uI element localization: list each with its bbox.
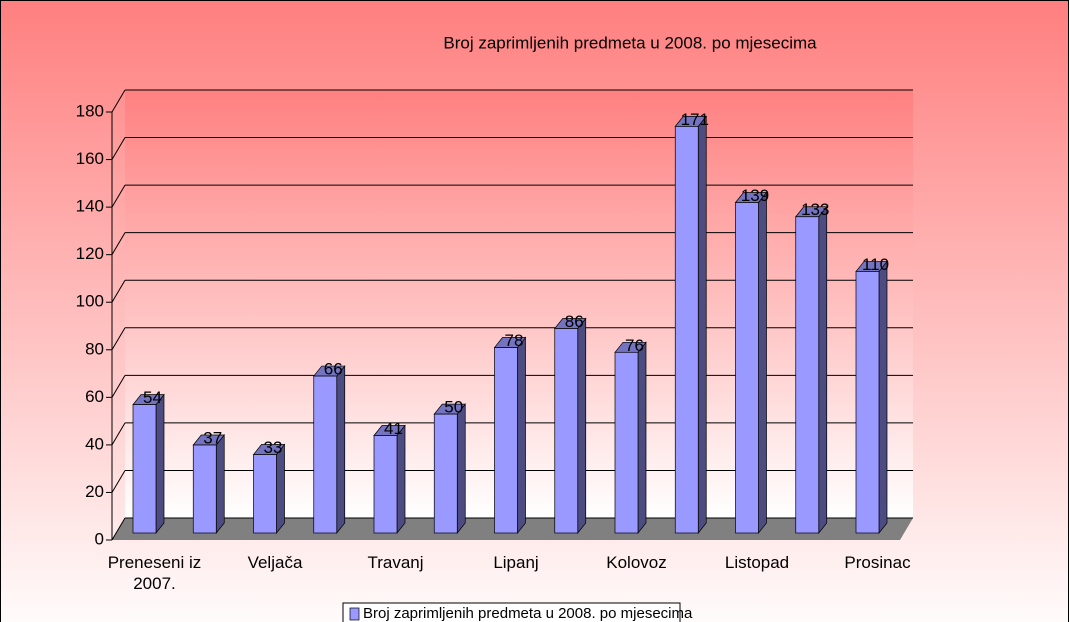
bar: [734, 191, 768, 534]
bar-face: [697, 115, 707, 534]
x-tick-label: Prosinac: [844, 553, 911, 572]
bar-face: [554, 328, 579, 534]
bar-face: [155, 393, 165, 534]
y-tick-label: 180: [76, 101, 104, 120]
bar-face: [818, 205, 828, 534]
legend-label: Broj zaprimljenih predmeta u 2008. po mj…: [363, 605, 693, 622]
bar: [554, 317, 587, 534]
bar-face: [456, 403, 466, 534]
x-tick-label: Travanj: [367, 553, 424, 572]
grid-line: [111, 470, 126, 493]
grid-line: [111, 184, 126, 208]
y-tick-label: 160: [76, 149, 104, 168]
bar-face: [132, 404, 157, 534]
bar-face: [878, 260, 888, 534]
data-label: 110: [862, 255, 889, 274]
bar-face: [637, 341, 647, 534]
bar-face: [494, 347, 518, 534]
bar: [674, 115, 707, 534]
bar-face: [192, 444, 217, 534]
bar-face: [336, 365, 346, 534]
data-label: 37: [203, 429, 222, 448]
data-label: 41: [384, 419, 403, 438]
data-label: 66: [324, 360, 343, 379]
bar-face: [253, 454, 277, 534]
grid-line: [111, 422, 126, 446]
x-tick-label: Listopad: [724, 553, 790, 572]
y-tick-label: 80: [85, 339, 104, 358]
bar-face: [313, 375, 338, 534]
grid-line: [111, 89, 126, 113]
data-label: 50: [444, 398, 463, 417]
data-label: 139: [741, 186, 769, 205]
grid-line: [111, 137, 126, 160]
data-label: 33: [264, 438, 283, 457]
legend-swatch: [349, 607, 360, 621]
bar-face: [373, 435, 398, 534]
grid-line: [111, 232, 126, 255]
grid-line: [111, 517, 126, 541]
data-label: 133: [801, 200, 829, 219]
legend: [342, 602, 681, 622]
bar: [373, 424, 406, 534]
bar-face: [758, 191, 767, 534]
bar-face: [855, 271, 880, 534]
bar: [313, 365, 346, 534]
y-tick-label: 0: [95, 529, 104, 548]
bar-face: [215, 434, 225, 534]
x-tick-label: Kolovoz: [606, 553, 667, 572]
y-tick-label: 140: [76, 197, 104, 216]
chart-title: Broj zaprimljenih predmeta u 2008. po mj…: [443, 33, 817, 52]
bar-face: [433, 413, 458, 534]
bar: [192, 434, 225, 534]
bar-face: [795, 216, 820, 534]
data-label: 171: [681, 110, 709, 129]
data-label: 78: [505, 331, 524, 350]
bar: [433, 403, 466, 534]
data-label: 86: [565, 312, 584, 331]
y-tick-label: 100: [76, 292, 104, 311]
x-tick-label: Lipanj: [493, 553, 539, 572]
bar-face: [674, 126, 699, 534]
bar: [493, 336, 527, 534]
data-label: 54: [143, 388, 162, 407]
bar-face: [517, 336, 526, 534]
data-label: 76: [625, 336, 644, 355]
bar-face: [614, 351, 639, 534]
bar: [252, 443, 286, 534]
bar: [614, 341, 647, 534]
bar: [132, 393, 165, 534]
y-tick-label: 60: [85, 387, 104, 406]
y-tick-label: 20: [85, 482, 104, 501]
bar: [795, 205, 828, 534]
y-tick-label: 120: [76, 244, 104, 263]
bar-face: [735, 202, 759, 534]
x-tick-label: Preneseni iz 2007.: [107, 553, 202, 593]
grid-line: [111, 279, 126, 303]
y-tick-label: 40: [85, 434, 104, 453]
bar-face: [396, 424, 406, 534]
bar-face: [276, 443, 285, 534]
x-tick-label: Veljača: [247, 553, 303, 572]
grid-line: [111, 327, 126, 351]
bar: [855, 260, 888, 534]
grid-line: [111, 375, 126, 398]
bar-face: [577, 317, 587, 534]
